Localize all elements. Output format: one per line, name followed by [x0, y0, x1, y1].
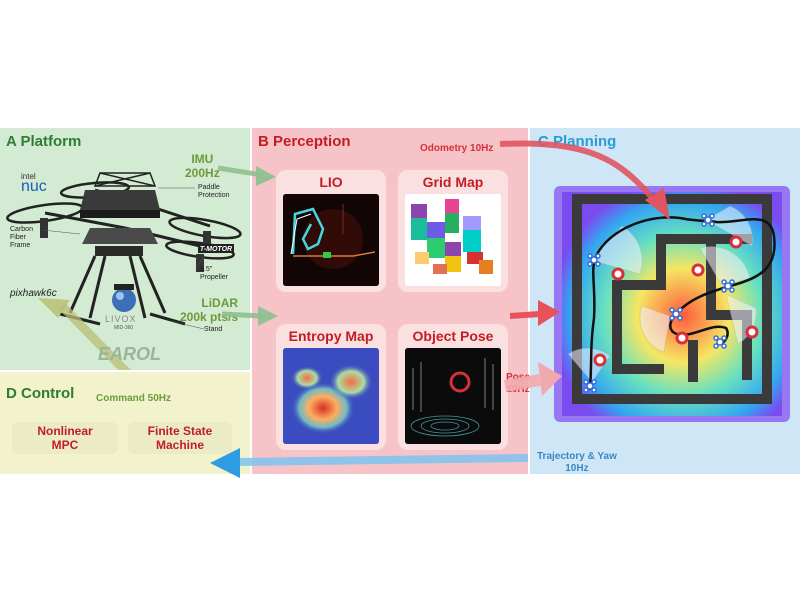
- planning-map: [554, 186, 790, 422]
- entropy-map-image: [283, 348, 379, 444]
- object-pose-title: Object Pose: [412, 328, 494, 344]
- paddle-label: Paddle Protection: [198, 184, 230, 199]
- drone-name: EAROL: [98, 344, 161, 364]
- control-panel: D Control Command 50Hz Nonlinear MPC Fini…: [0, 372, 250, 474]
- drone-illustration: T-MOTOR: [6, 172, 242, 370]
- platform-title: A Platform: [6, 133, 82, 150]
- tmotor-logo: T-MOTOR: [200, 246, 232, 253]
- entropy-map-title: Entropy Map: [288, 328, 374, 344]
- object-pose-image: [405, 348, 501, 444]
- propeller-label: 8.5" Propeller: [200, 266, 229, 281]
- frame-label: Carbon Fiber Frame: [10, 226, 33, 249]
- perception-title: B Perception: [258, 133, 351, 150]
- planning-panel: C Planning: [530, 128, 800, 474]
- odometry-rate-label: Odometry 10Hz: [420, 143, 494, 154]
- fsm-block: Finite State Machine: [128, 422, 232, 454]
- command-rate-label: Command 50Hz: [96, 393, 172, 404]
- pose-rate-label: Pose 10Hz: [506, 372, 530, 395]
- perception-panel: B Perception Odometry 10Hz LIO Grid Map: [252, 128, 530, 474]
- platform-panel: A Platform: [0, 128, 250, 370]
- control-title: D Control: [6, 385, 75, 402]
- stand-label: Stand: [204, 326, 223, 333]
- grid-map-title: Grid Map: [422, 174, 484, 190]
- nonlinear-mpc-block: Nonlinear MPC: [12, 422, 118, 454]
- entropy-map-card: Entropy Map: [276, 324, 386, 450]
- intel-logo: intel: [21, 172, 36, 181]
- lidar-label: LiDAR 200k pts/s: [180, 296, 239, 324]
- grid-map-card: Grid Map: [398, 170, 508, 292]
- lio-card: LIO: [276, 170, 386, 292]
- nuc-logo: nuc: [21, 178, 47, 195]
- trajectory-rate-label: Trajectory & Yaw 10Hz: [537, 451, 617, 474]
- imu-label: IMU 200Hz: [185, 152, 220, 180]
- grid-map-image: [405, 194, 501, 286]
- livox-logo: LIVOX: [105, 314, 137, 324]
- pixhawk-logo: pixhawk6c: [10, 288, 57, 299]
- lio-title: LIO: [319, 174, 343, 190]
- mid360-label: MID-360: [114, 325, 134, 331]
- object-pose-card: Object Pose: [398, 324, 508, 450]
- lio-image: [283, 194, 379, 286]
